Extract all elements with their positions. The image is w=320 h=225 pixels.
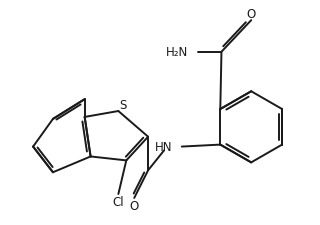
Text: O: O — [247, 8, 256, 21]
Text: H₂N: H₂N — [165, 46, 188, 59]
Text: HN: HN — [154, 140, 172, 153]
Text: O: O — [130, 199, 139, 212]
Text: Cl: Cl — [113, 196, 124, 208]
Text: S: S — [120, 98, 127, 111]
